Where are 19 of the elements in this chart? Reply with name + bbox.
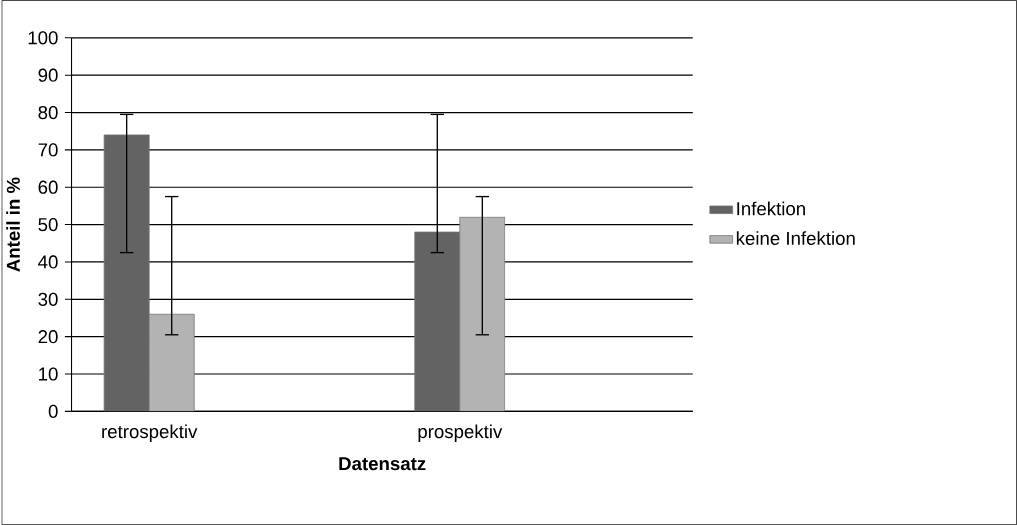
y-tick-label: 20 — [38, 329, 58, 344]
bar — [414, 231, 461, 412]
y-tick-label: 30 — [38, 292, 58, 306]
y-tick-label: 0 — [48, 404, 58, 418]
y-axis-title: Anteil in % — [6, 177, 20, 272]
y-tick-label: 90 — [38, 68, 58, 82]
x-tick-label: retrospektiv — [102, 424, 198, 442]
x-axis-title: Datensatz — [339, 457, 426, 471]
legend-label: keine Infektion — [736, 231, 855, 245]
y-tick-label: 40 — [38, 255, 58, 269]
y-tick-label: 50 — [38, 217, 58, 232]
y-tick-label: 100 — [28, 31, 58, 45]
x-tick-label: prospektiv — [418, 424, 503, 442]
y-tick-label: 10 — [39, 367, 58, 381]
legend-label: Infektion — [737, 201, 805, 216]
y-tick-label: 70 — [38, 143, 58, 157]
y-tick-label: 60 — [38, 180, 58, 194]
y-tick-label: 80 — [38, 105, 58, 120]
bar — [103, 134, 150, 412]
